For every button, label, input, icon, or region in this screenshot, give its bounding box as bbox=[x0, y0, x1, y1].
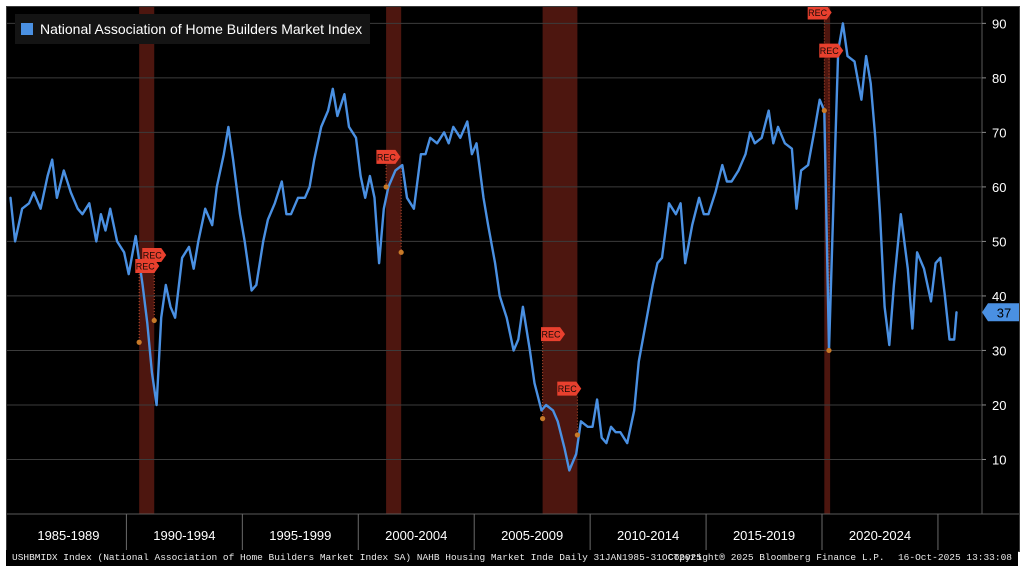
rec-marker-label: REC bbox=[558, 384, 578, 394]
rec-marker-label: REC bbox=[136, 261, 156, 271]
rec-marker-label: REC bbox=[143, 251, 163, 261]
y-tick-label: 40 bbox=[992, 289, 1006, 304]
rec-marker: REC bbox=[819, 43, 844, 58]
legend-label: National Association of Home Builders Ma… bbox=[40, 21, 363, 37]
x-tick-label: 1990-1994 bbox=[153, 528, 215, 543]
x-tick-label: 2005-2009 bbox=[501, 528, 563, 543]
x-tick-label: 1985-1989 bbox=[37, 528, 99, 543]
rec-marker: REC bbox=[541, 327, 566, 342]
rec-marker-shape bbox=[541, 327, 566, 342]
rec-marker-label: REC bbox=[542, 330, 562, 340]
y-tick-label: 50 bbox=[992, 234, 1006, 249]
rec-marker: REC bbox=[135, 258, 160, 273]
rec-marker-label: REC bbox=[377, 152, 397, 162]
y-tick-label: 80 bbox=[992, 71, 1006, 86]
rec-marker-shape bbox=[819, 43, 844, 58]
last-value-badge: 37 bbox=[982, 303, 1019, 322]
chart-legend: National Association of Home Builders Ma… bbox=[15, 14, 371, 44]
y-tick-label: 10 bbox=[992, 452, 1006, 467]
x-tick-label: 2020-2024 bbox=[849, 528, 911, 543]
legend-swatch bbox=[21, 23, 33, 35]
footer-source-text: USHBMIDX Index (National Association of … bbox=[12, 552, 702, 563]
y-tick-label: 60 bbox=[992, 180, 1006, 195]
y-tick-label: 20 bbox=[992, 398, 1006, 413]
y-tick-label: 70 bbox=[992, 125, 1006, 140]
chart-panel: 10 20 30 40 50 60 70 80 90 1985-1989 1990-1994 1995… bbox=[6, 6, 1020, 552]
rec-marker-label: REC bbox=[808, 8, 828, 18]
x-tick-label: 1995-1999 bbox=[269, 528, 331, 543]
event-point bbox=[136, 339, 142, 345]
rec-marker-shape bbox=[135, 258, 160, 273]
event-point bbox=[574, 432, 580, 438]
event-point bbox=[151, 317, 157, 324]
recession-band bbox=[542, 7, 578, 514]
x-tick-label: 2000-2004 bbox=[385, 528, 447, 543]
event-point bbox=[540, 415, 546, 422]
nahb-line-chart: 10 20 30 40 50 60 70 80 90 1985-1989 1990-1994 1995… bbox=[7, 7, 1019, 551]
rec-marker: REC bbox=[142, 248, 167, 263]
last-value-badge-bg bbox=[982, 303, 1019, 322]
footer-timestamp: 16-Oct-2025 13:33:08 bbox=[897, 552, 1012, 563]
x-tick-label: 2010-2014 bbox=[617, 528, 679, 543]
x-tick-label: 2015-2019 bbox=[733, 528, 795, 543]
recession-band bbox=[386, 7, 402, 514]
rec-marker-shape bbox=[142, 248, 167, 263]
event-point bbox=[383, 184, 389, 190]
rec-marker: REC bbox=[807, 7, 832, 20]
rec-marker: REC bbox=[557, 381, 582, 396]
rec-marker-shape bbox=[557, 381, 582, 396]
event-point bbox=[821, 107, 827, 114]
rec-marker-shape bbox=[376, 149, 401, 164]
y-tick-label: 30 bbox=[992, 343, 1006, 358]
rec-marker: REC bbox=[376, 149, 401, 164]
footer-bar: USHBMIDX Index (National Association of … bbox=[6, 550, 1018, 566]
event-point bbox=[826, 347, 832, 354]
last-value-label: 37 bbox=[997, 305, 1011, 320]
footer-copyright: Copyright® 2025 Bloomberg Finance L.P. bbox=[668, 552, 885, 563]
event-point bbox=[398, 249, 404, 255]
y-tick-label: 90 bbox=[992, 16, 1006, 31]
rec-marker-label: REC bbox=[820, 46, 840, 56]
rec-marker-shape bbox=[807, 7, 832, 20]
series-line bbox=[9, 22, 958, 472]
